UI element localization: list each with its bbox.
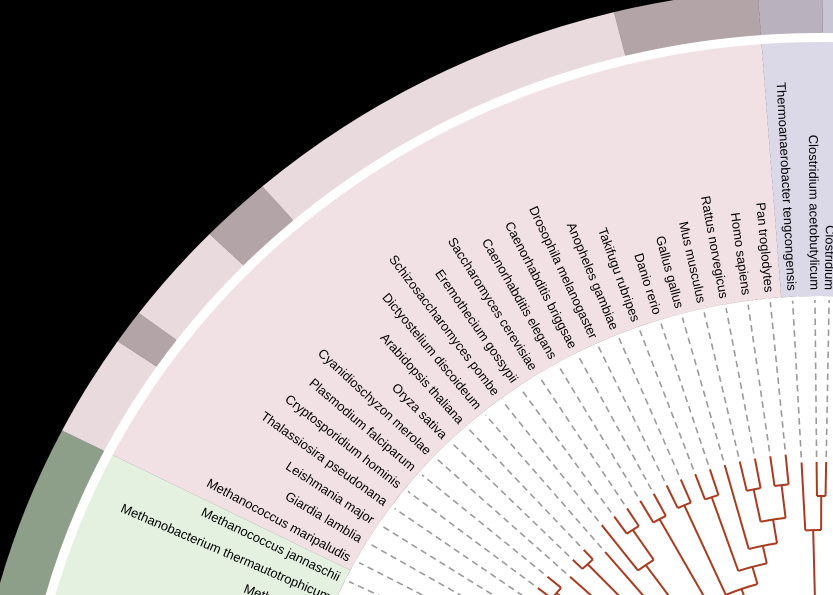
tree-branch bbox=[613, 515, 628, 535]
leader-line bbox=[681, 317, 725, 461]
outer-band-segment-8 bbox=[822, 0, 833, 34]
domain-sector-archaea bbox=[54, 454, 351, 595]
species-label: Clostridium bbox=[822, 225, 833, 290]
leader-line bbox=[825, 300, 830, 458]
leader-line bbox=[639, 330, 695, 470]
leader-line bbox=[348, 580, 381, 595]
tree-branch bbox=[708, 469, 720, 496]
tree-branch bbox=[639, 500, 655, 523]
tree-branch bbox=[800, 462, 807, 531]
leader-line bbox=[436, 458, 567, 574]
leader-line bbox=[747, 304, 771, 452]
leader-line bbox=[358, 561, 425, 595]
tree-branch bbox=[824, 462, 828, 497]
tree-branch bbox=[740, 588, 745, 595]
outer-band-segment-6 bbox=[613, 0, 761, 56]
tree-branch bbox=[738, 461, 748, 492]
leader-line bbox=[421, 474, 545, 575]
tree-branch bbox=[753, 458, 762, 489]
leader-line bbox=[618, 337, 680, 476]
leader-line bbox=[597, 346, 666, 482]
tree-branch bbox=[572, 558, 584, 570]
tree-branch bbox=[586, 563, 620, 595]
tree-branch bbox=[694, 473, 706, 500]
leader-line bbox=[407, 490, 535, 586]
tree-branch bbox=[600, 524, 639, 572]
tree-branch bbox=[537, 587, 549, 595]
tree-branch bbox=[752, 489, 762, 522]
tree-branch bbox=[723, 464, 750, 550]
tree-branch bbox=[582, 549, 594, 561]
leader-line bbox=[520, 388, 612, 513]
leader-line bbox=[769, 302, 786, 450]
species-label: Clostridium acetobutylicum bbox=[806, 135, 822, 290]
tree-branch bbox=[631, 529, 655, 561]
tree-branch bbox=[751, 566, 759, 585]
outer-band-segment-7 bbox=[758, 0, 823, 36]
leader-line bbox=[814, 300, 818, 458]
tree-branch bbox=[761, 545, 768, 564]
leader-line bbox=[577, 355, 652, 490]
leader-line bbox=[394, 507, 524, 595]
leader-line bbox=[485, 414, 603, 549]
domain-sector-eukaryota bbox=[111, 43, 782, 571]
separator-ring bbox=[44, 32, 833, 595]
leader-line bbox=[703, 312, 740, 457]
tree-branches bbox=[537, 454, 828, 595]
outer-band-segment-3 bbox=[138, 234, 244, 340]
tree-connector-arc bbox=[760, 516, 786, 523]
tree-branch bbox=[683, 504, 727, 595]
leader-line bbox=[725, 307, 755, 454]
tree-branch bbox=[772, 519, 779, 544]
leader-line bbox=[502, 401, 600, 522]
tree-branch bbox=[780, 485, 787, 519]
tree-branch bbox=[626, 507, 640, 527]
tree-branch bbox=[658, 518, 705, 595]
outer-band-segment-1 bbox=[62, 341, 157, 451]
tree-branch bbox=[652, 493, 667, 517]
tree-branch bbox=[644, 564, 670, 595]
leader-line bbox=[539, 377, 625, 505]
leader-line bbox=[381, 525, 495, 595]
tree-branch bbox=[784, 454, 790, 485]
domain-sector-bacteria bbox=[761, 41, 833, 298]
tree-branch bbox=[665, 485, 679, 509]
leader-line bbox=[451, 443, 570, 557]
leader-line bbox=[558, 366, 639, 497]
outer-band-segment-2 bbox=[117, 313, 177, 367]
outer-band-segment-4 bbox=[209, 186, 294, 266]
tree-branch bbox=[604, 551, 645, 595]
tree-branch bbox=[812, 530, 816, 595]
tree-branch bbox=[679, 479, 692, 503]
outer-band-segment-5 bbox=[262, 12, 626, 221]
tree-branch bbox=[546, 575, 562, 589]
leader-line bbox=[468, 428, 581, 547]
tree-branch bbox=[769, 456, 776, 487]
outer-band-segment-0 bbox=[0, 430, 105, 595]
leader-line bbox=[660, 323, 710, 465]
tree-branch bbox=[710, 496, 740, 572]
leader-line bbox=[791, 300, 803, 458]
